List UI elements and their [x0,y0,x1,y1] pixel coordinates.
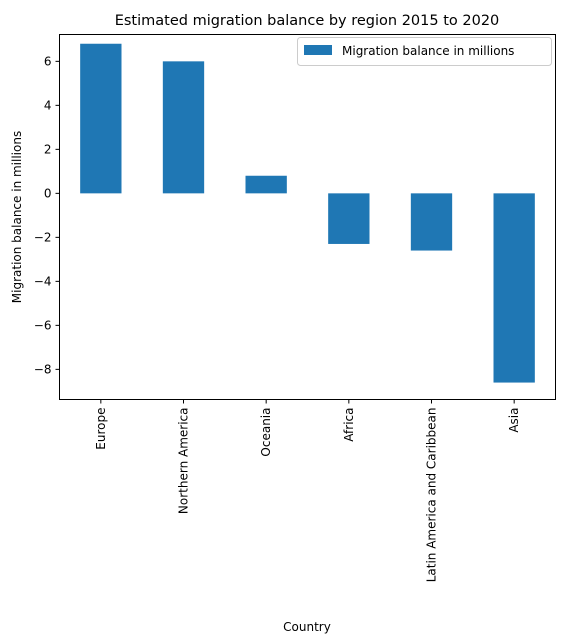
y-tick-label: −8 [34,362,52,376]
legend-label: Migration balance in millions [342,44,514,58]
x-tick-label: Oceania [259,408,273,457]
legend: Migration balance in millions [297,37,552,66]
x-tick-label: Africa [342,408,356,442]
legend-frame [297,37,552,66]
x-tick-label: Asia [507,408,521,433]
bar-oceania [245,175,287,194]
plot-frame [59,34,556,400]
x-axis-title: Country [283,620,331,634]
legend-swatch [304,45,332,55]
bars-layer [80,43,535,383]
y-tick-label: −4 [34,274,52,288]
x-tick-label: Europe [94,408,108,450]
bar-europe [80,43,122,194]
y-axis-title: Migration balance in millions [10,131,24,303]
bar-northern-america [162,61,205,194]
y-tick-label: −2 [34,230,52,244]
bar-asia [493,193,535,383]
x-tick-label: Northern America [177,408,191,515]
bar-latin-america-and-caribbean [410,193,453,251]
y-tick-label: 6 [44,54,52,68]
y-tick-label: 2 [44,142,52,156]
y-tick-label: −6 [34,318,52,332]
bar-africa [328,193,370,244]
y-axis: 6 4 2 0 −2 −4 −6 −8 [34,54,60,376]
x-axis: Europe Northern America Oceania Africa Latin… [94,399,521,583]
chart-title: Estimated migration balance by region 20… [115,13,500,29]
y-tick-label: 0 [44,186,52,200]
x-tick-label: Latin America and Caribbean [425,408,439,583]
y-tick-label: 4 [44,98,52,112]
